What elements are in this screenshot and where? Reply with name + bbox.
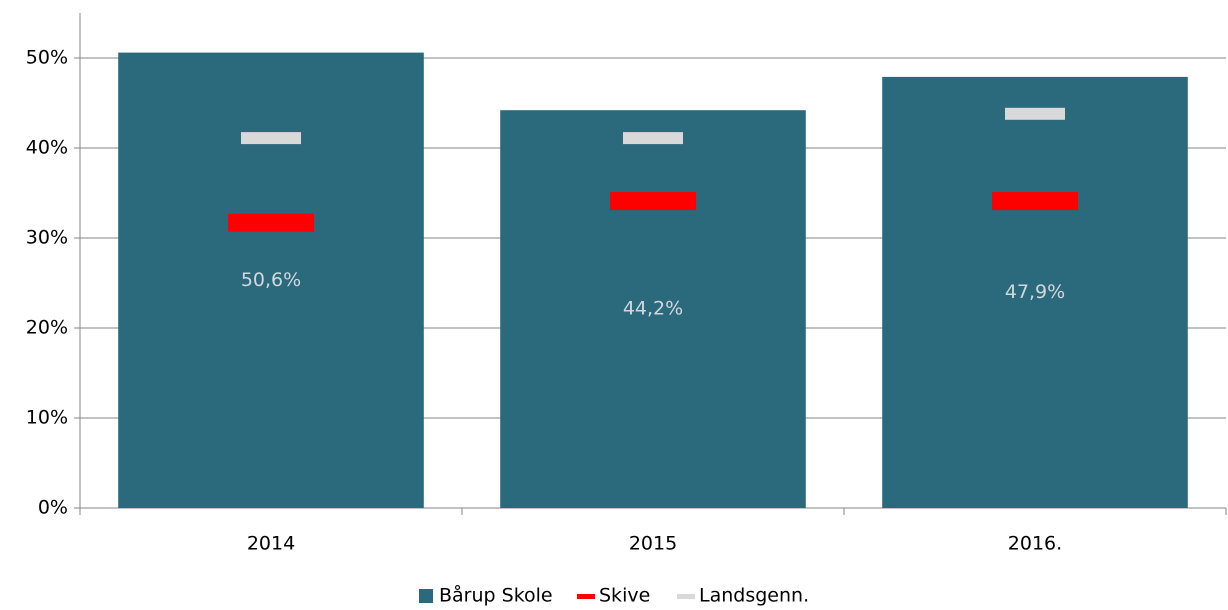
- data-label: 44,2%: [623, 298, 683, 320]
- bar: [882, 76, 1188, 509]
- dash-marker: [228, 213, 314, 232]
- dash-marker: [1005, 107, 1065, 120]
- data-label: 50,6%: [241, 269, 301, 291]
- legend-swatch: [677, 594, 695, 599]
- legend-label: Skive: [599, 585, 650, 607]
- x-tick-label: 2016.: [1008, 533, 1062, 555]
- dash-marker: [241, 132, 301, 145]
- x-tick-label: 2014: [247, 533, 295, 555]
- legend-label: Bårup Skole: [439, 584, 553, 607]
- y-tick-label: 10%: [26, 407, 68, 429]
- legend-swatch: [577, 594, 595, 599]
- legend-swatch: [419, 589, 433, 603]
- bar: [500, 110, 806, 508]
- legend-label: Landsgenn.: [699, 585, 809, 607]
- dash-marker: [623, 132, 683, 145]
- dash-marker: [992, 192, 1078, 211]
- y-tick-label: 50%: [26, 47, 68, 69]
- y-tick-label: 20%: [26, 317, 68, 339]
- bar: [118, 52, 424, 508]
- x-tick-label: 2015: [629, 533, 677, 555]
- dash-marker: [610, 192, 696, 211]
- y-tick-label: 30%: [26, 227, 68, 249]
- y-tick-label: 40%: [26, 137, 68, 159]
- y-tick-label: 0%: [38, 497, 68, 519]
- data-label: 47,9%: [1005, 281, 1065, 303]
